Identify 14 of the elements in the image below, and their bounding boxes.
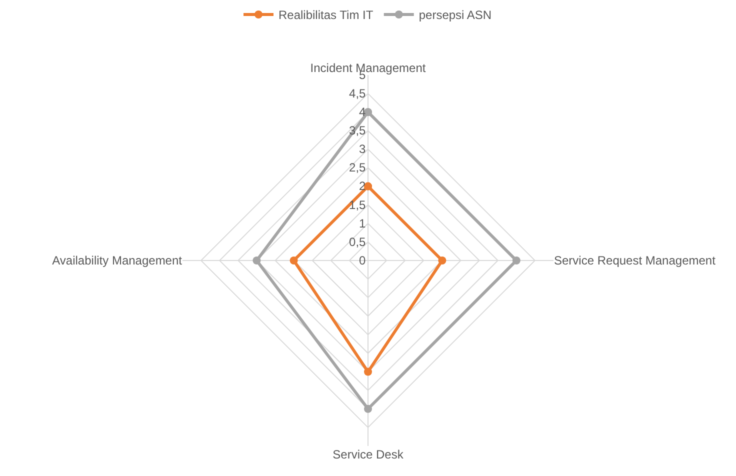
y-tick-label: 1 bbox=[359, 216, 366, 230]
y-tick-label: 4 bbox=[359, 105, 366, 119]
y-tick-label: 3 bbox=[359, 142, 366, 156]
legend-label: Realibilitas Tim IT bbox=[278, 8, 374, 22]
y-tick-label: 1,5 bbox=[349, 198, 366, 212]
y-tick-label: 3,5 bbox=[349, 124, 366, 138]
legend-label: persepsi ASN bbox=[418, 8, 492, 22]
y-tick-label: 0 bbox=[359, 253, 366, 268]
spoke-label: Service Request Management bbox=[554, 254, 716, 268]
spoke-label: Availability Management bbox=[52, 254, 183, 268]
y-tick-label: 0,5 bbox=[349, 234, 366, 249]
y-tick-label: 4,5 bbox=[349, 86, 366, 100]
y-tick-label: 2,5 bbox=[349, 160, 366, 175]
spoke-label: Service Desk bbox=[332, 448, 404, 462]
